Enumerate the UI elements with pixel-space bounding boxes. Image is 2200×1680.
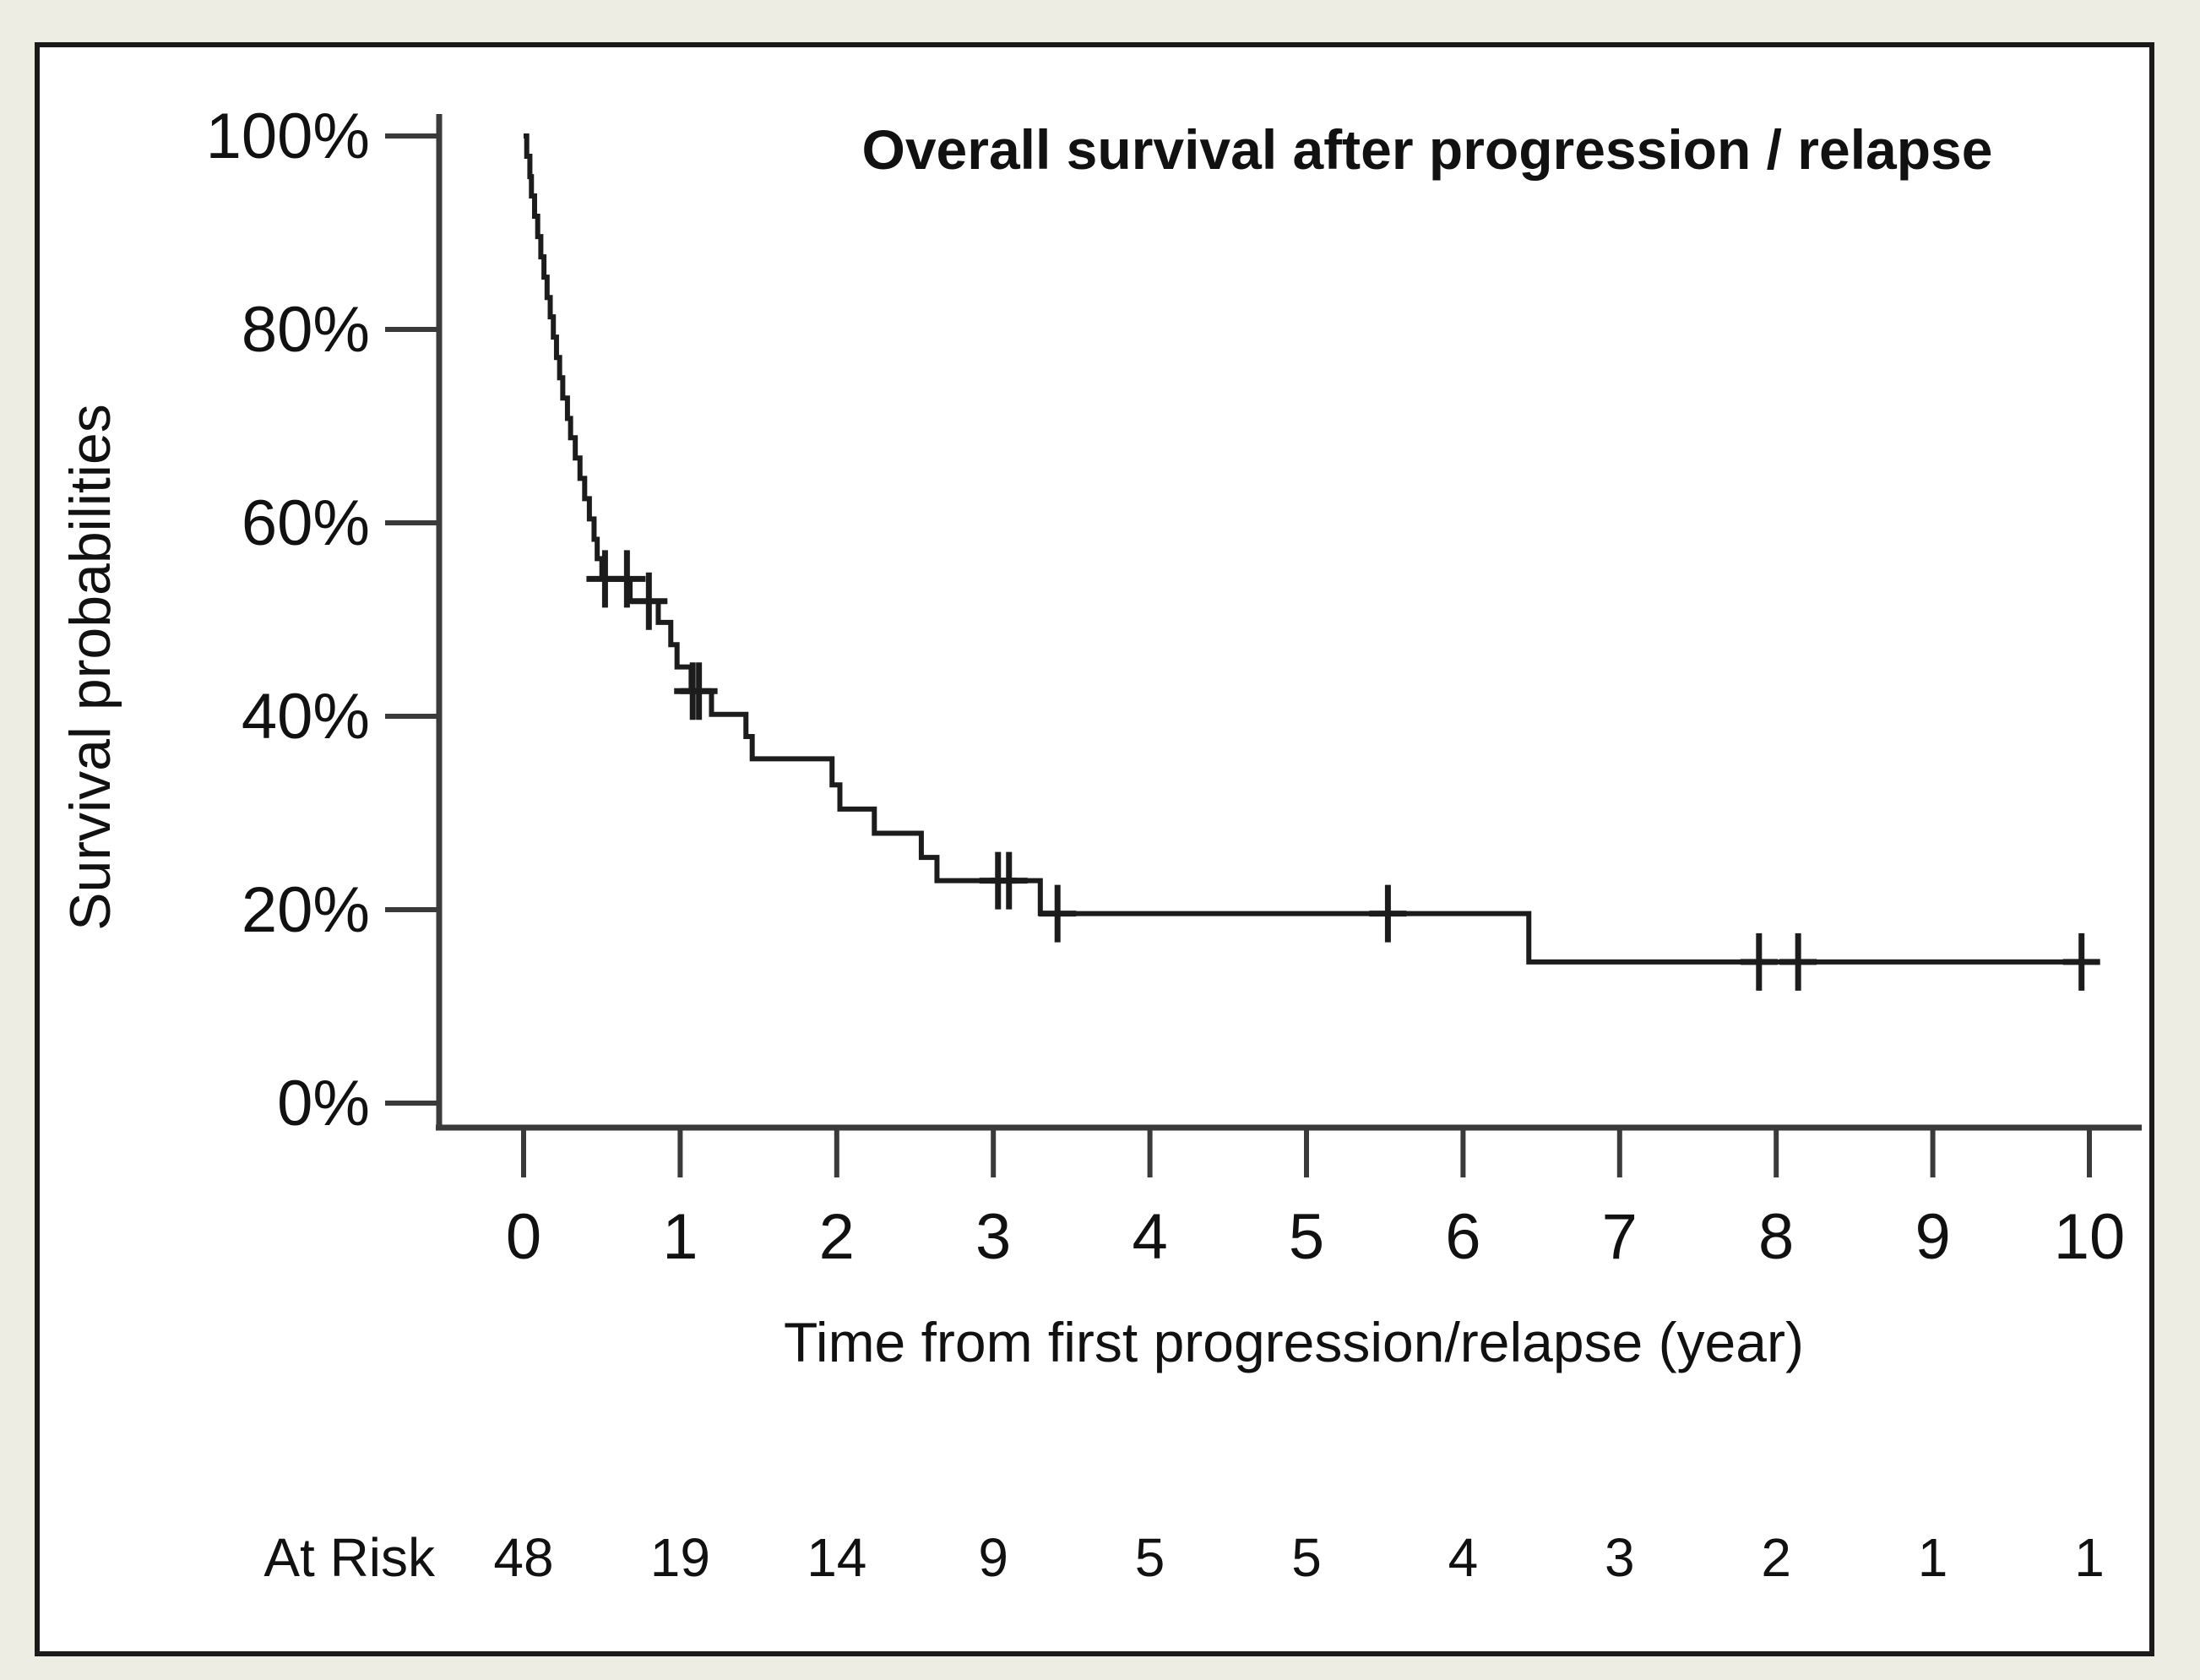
at-risk-count: 14 — [807, 1527, 866, 1588]
y-tick-label: 100% — [206, 101, 370, 172]
x-tick-label: 4 — [1132, 1201, 1167, 1273]
x-tick-label: 2 — [819, 1201, 855, 1273]
y-tick-label: 20% — [242, 874, 370, 946]
x-axis-label: Time from first progression/relapse (yea… — [784, 1311, 1804, 1373]
at-risk-row: At Risk 48 19 14 9 5 5 4 3 2 1 1 — [263, 1527, 2104, 1588]
x-tick-label: 10 — [2054, 1201, 2126, 1273]
km-survival-curve — [524, 133, 2093, 965]
x-tick-label: 9 — [1915, 1201, 1950, 1273]
y-tick-label: 40% — [242, 681, 370, 753]
censor-mark-group — [586, 550, 2100, 991]
at-risk-count: 1 — [2074, 1527, 2105, 1588]
at-risk-count: 48 — [493, 1527, 553, 1588]
y-tick-label: 0% — [277, 1068, 370, 1139]
x-tick-label: 6 — [1445, 1201, 1480, 1273]
at-risk-count: 4 — [1448, 1527, 1479, 1588]
x-axis: 0 1 2 3 4 5 6 7 8 9 10 — [436, 1124, 2142, 1273]
x-tick-label: 3 — [975, 1201, 1011, 1273]
at-risk-count: 3 — [1605, 1527, 1635, 1588]
x-tick-label: 8 — [1758, 1201, 1794, 1273]
y-axis-label: Survival probabilities — [58, 404, 122, 931]
y-axis: 0% 20% 40% 60% 80% 100% — [206, 101, 443, 1139]
x-tick-label: 5 — [1289, 1201, 1324, 1273]
y-tick-label: 60% — [242, 487, 370, 559]
at-risk-count: 1 — [1918, 1527, 1948, 1588]
y-tick-group: 0% 20% 40% 60% 80% 100% — [206, 101, 437, 1139]
x-tick-label: 1 — [662, 1201, 698, 1273]
at-risk-count: 5 — [1291, 1527, 1322, 1588]
at-risk-count: 19 — [650, 1527, 710, 1588]
x-tick-group: 0 1 2 3 4 5 6 7 8 9 10 — [506, 1130, 2125, 1273]
chart-title: Overall survival after progression / rel… — [862, 118, 1993, 181]
at-risk-count: 5 — [1135, 1527, 1165, 1588]
figure-border-frame — [35, 42, 2154, 1656]
x-tick-label: 0 — [506, 1201, 541, 1273]
at-risk-label: At Risk — [263, 1527, 436, 1588]
at-risk-count: 9 — [978, 1527, 1008, 1588]
y-tick-label: 80% — [242, 294, 370, 366]
at-risk-count: 2 — [1761, 1527, 1791, 1588]
x-tick-label: 7 — [1602, 1201, 1638, 1273]
